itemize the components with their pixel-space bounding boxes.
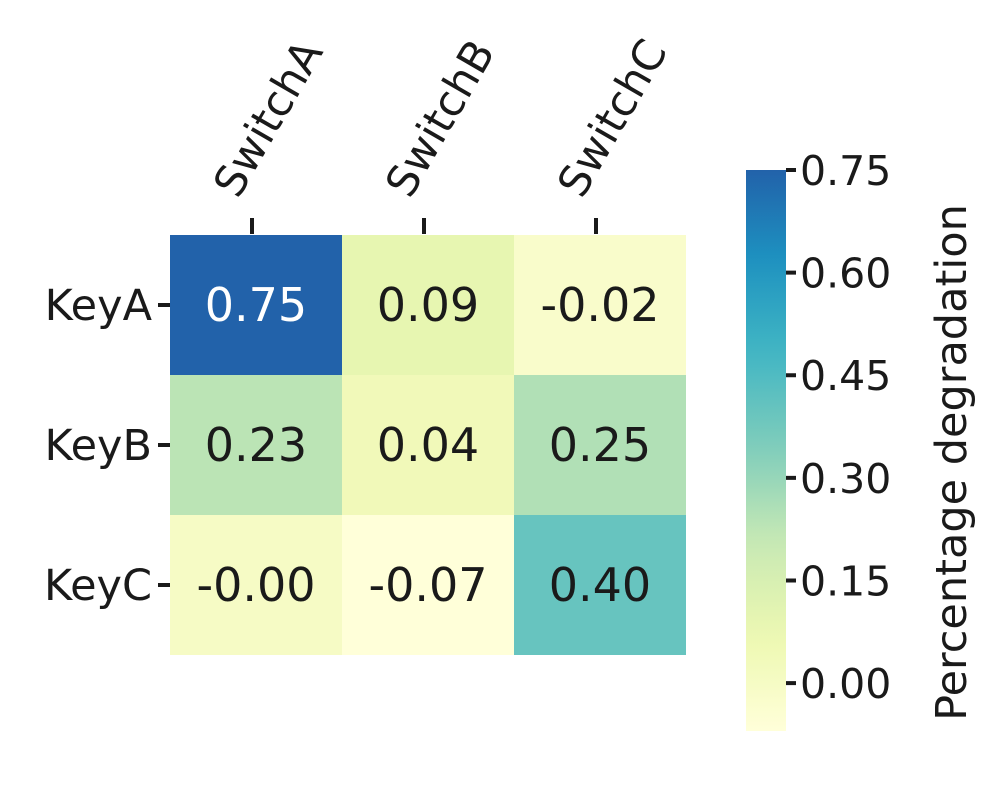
heatmap-cell	[342, 375, 514, 515]
heatmap-cells: 0.75 0.09 -0.02 0.23 0.04 0.25 -0.00 -0.07 0.40	[170, 235, 686, 655]
row-axis: KeyA KeyB KeyC	[44, 281, 170, 611]
cell-value-label: -0.00	[196, 558, 315, 612]
column-tick-label: SwitchA	[204, 31, 333, 205]
colorbar-tick-label: 0.15	[800, 557, 891, 605]
column-tick-label: SwitchC	[548, 31, 677, 205]
column-tick-label: SwitchB	[376, 32, 505, 206]
heatmap-cell	[514, 235, 686, 375]
heatmap-cell	[170, 375, 342, 515]
heatmap-cell	[342, 235, 514, 375]
column-axis: SwitchA SwitchB SwitchC	[204, 31, 678, 234]
cell-value-label: 0.40	[549, 558, 651, 612]
colorbar-ticks: 0.00 0.15 0.30 0.45 0.60 0.75	[786, 147, 891, 708]
colorbar-gradient	[746, 170, 786, 731]
row-tick-label: KeyC	[44, 561, 152, 611]
colorbar-tick-label: 0.75	[800, 147, 891, 195]
colorbar-label: Percentage degradation	[927, 204, 977, 721]
cell-value-label: -0.02	[540, 278, 659, 332]
cell-value-label: -0.07	[368, 558, 487, 612]
heatmap-cell	[514, 515, 686, 655]
heatmap-cell	[170, 515, 342, 655]
row-tick-label: KeyA	[45, 281, 153, 331]
colorbar-tick-label: 0.45	[800, 352, 891, 400]
heatmap-cell	[342, 515, 514, 655]
cell-value-label: 0.75	[205, 278, 307, 332]
heatmap-cell	[514, 375, 686, 515]
cell-value-label: 0.23	[205, 418, 307, 472]
colorbar-tick-label: 0.30	[800, 455, 891, 503]
cell-value-label: 0.25	[549, 418, 651, 472]
cell-value-label: 0.09	[377, 278, 479, 332]
row-tick-label: KeyB	[45, 421, 152, 471]
colorbar-tick-label: 0.60	[800, 250, 891, 298]
heatmap-cell	[170, 235, 342, 375]
cell-value-label: 0.04	[377, 418, 479, 472]
colorbar: 0.00 0.15 0.30 0.45 0.60 0.75 Percentage degr…	[746, 147, 977, 731]
colorbar-tick-label: 0.00	[800, 660, 891, 708]
